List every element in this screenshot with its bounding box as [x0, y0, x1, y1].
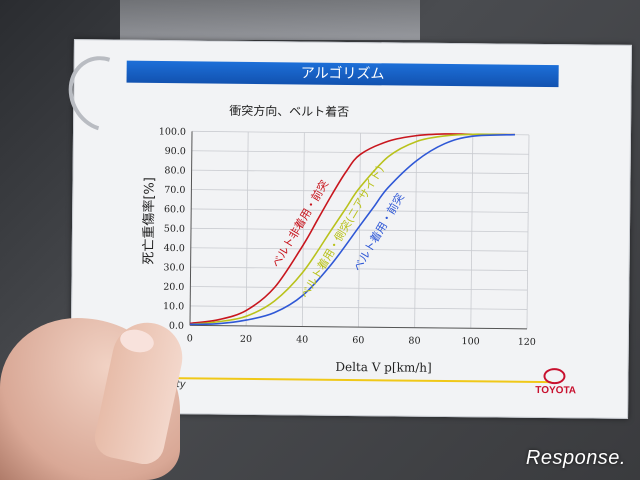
x-axis-line — [189, 324, 527, 330]
brand-name: TOYOTA — [535, 384, 577, 397]
x-tick-label: 100 — [462, 336, 480, 347]
chart: 0.0 10.0 20.0 30.0 40.0 50.0 60.0 70.0 80.0 90.0 1… — [141, 126, 536, 375]
gridline-x — [526, 134, 530, 329]
gridline-x — [358, 133, 361, 328]
x-axis-label: Delta V p[km/h] — [335, 360, 431, 375]
y-tick-label: 70.0 — [164, 185, 185, 196]
series-line — [189, 133, 515, 326]
gridline-x — [470, 134, 474, 329]
watermark: Response. — [525, 447, 626, 469]
gridline-x — [301, 132, 305, 327]
y-tick-label: 20.0 — [163, 282, 184, 293]
x-tick-label: 120 — [518, 337, 536, 348]
y-tick-label: 80.0 — [164, 165, 185, 176]
series-line — [189, 133, 515, 326]
x-tick-label: 0 — [187, 333, 193, 344]
y-tick-label: 90.0 — [165, 146, 186, 157]
gridline-x — [414, 133, 418, 328]
laminated-sheet: アルゴリズム 衝突方向、ベルト着否 0.0 10.0 20.0 30.0 40.0 50.… — [70, 39, 632, 419]
y-tick-label: 0.0 — [169, 321, 184, 332]
y-tick-label: 100.0 — [159, 126, 186, 137]
y-tick-label: 10.0 — [163, 301, 184, 312]
y-axis-label: 死亡重傷率[%] — [141, 177, 158, 265]
x-tick-label: 80 — [408, 336, 420, 347]
axes — [189, 131, 527, 330]
y-axis-line — [189, 131, 193, 326]
series-line — [189, 133, 515, 325]
x-tick-label: 20 — [240, 334, 252, 345]
x-tick-label: 60 — [352, 335, 364, 346]
series-lines — [189, 133, 515, 326]
y-tick-label: 50.0 — [164, 224, 185, 235]
y-tick-label: 60.0 — [164, 204, 185, 215]
gridline-x — [245, 131, 249, 326]
y-tick-label: 40.0 — [164, 243, 185, 254]
tick-labels: 0.0 10.0 20.0 30.0 40.0 50.0 60.0 70.0 80.0 90.0 1… — [159, 126, 536, 348]
grid — [189, 130, 530, 330]
y-tick-label: 30.0 — [163, 262, 184, 273]
x-tick-label: 40 — [296, 334, 308, 345]
toyota-logo-icon — [543, 368, 566, 385]
background-top — [120, 0, 420, 40]
